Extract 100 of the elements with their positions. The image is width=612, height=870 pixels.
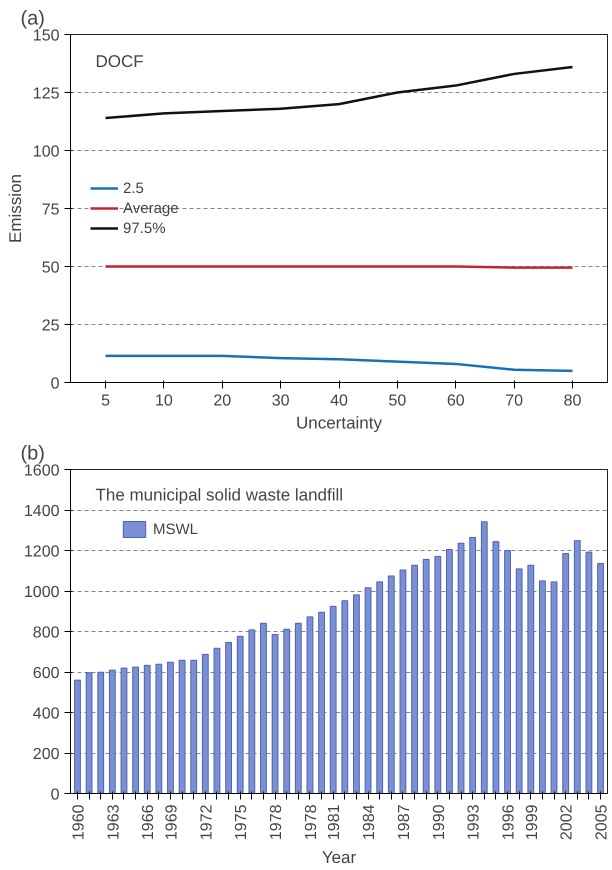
bar [411,564,418,794]
y-tick-label: 200 [32,746,60,763]
y-tick-label: 25 [42,318,60,334]
legend-label: Average [123,200,179,216]
bar [446,548,453,794]
x-tick-label: 2005 [594,804,611,840]
y-tick-label: 400 [32,706,60,722]
bar [330,606,337,794]
bar [272,634,278,794]
bar [480,521,488,794]
x-tick-label: 1975 [233,804,250,840]
y-tick-label: 1400 [24,503,60,520]
x-tick-label: 10 [154,392,173,410]
bar [294,622,302,794]
x-tick-label: 1999 [524,804,541,840]
bar [388,576,395,794]
x-tick-label: 1984 [361,804,378,840]
x-tick-label: 2002 [558,804,576,840]
x-tick-label: 60 [446,392,465,410]
line-series [104,354,574,372]
y-tick-label: 125 [32,86,60,102]
chart-title: (b) [20,442,45,464]
x-axis-title: Uncertainty [296,414,382,432]
y-tick-label: 0 [50,786,60,804]
x-tick-label: 1990 [430,804,448,840]
y-tick-label: 100 [32,144,60,160]
bar [260,622,267,794]
legend-label: 97.5% [123,220,166,236]
bar [597,562,604,794]
x-tick-label: 1978 [302,804,320,840]
y-tick-label: 0 [50,376,60,392]
bar [214,648,220,794]
bar [516,568,523,794]
y-tick-label: 600 [32,665,60,682]
bar [492,541,500,794]
x-tick-label: 40 [330,392,348,410]
bar [376,581,384,794]
bar [108,670,116,794]
bar [574,540,581,794]
bar [225,642,232,794]
x-tick-label: 1960 [70,804,88,840]
x-tick-label: 1981 [326,804,344,840]
bar [248,629,256,794]
x-axis-title: Year [322,848,357,868]
bar [422,558,430,794]
bar [469,537,476,794]
y-tick-label: 50 [42,260,60,276]
bar [97,672,104,794]
x-tick-label: 1978 [268,804,286,840]
bar [236,636,244,794]
bar [318,612,325,794]
bar [144,664,151,794]
x-tick-label: 1993 [466,804,483,840]
x-tick-label: 1972 [198,804,216,840]
bar [341,600,348,794]
y-tick-label: 75 [42,202,60,218]
y-tick-label: 150 [32,28,60,44]
bar [353,594,360,794]
bar [120,668,128,794]
x-tick-label: 1996 [500,804,518,840]
bar [190,660,198,794]
bar [585,552,592,794]
bar [458,542,464,794]
line-series [104,66,574,120]
x-tick-label: 70 [505,392,524,410]
x-tick-label: 1963 [105,804,122,840]
bar [539,580,546,794]
y-tick-label: 1000 [24,584,60,601]
bar [155,664,162,794]
bar [306,616,314,794]
x-tick-label: 80 [564,392,582,410]
y-tick-label: 800 [32,624,60,642]
bar [562,553,570,794]
bar [283,628,290,794]
bar [550,581,558,794]
bar [400,569,406,794]
legend-label: 2.5 [123,180,144,196]
y-tick-label: 1600 [24,462,60,480]
x-tick-label: 1966 [140,804,158,840]
bar [132,666,139,794]
bar [434,556,442,794]
x-tick-label: 1969 [163,804,180,840]
bar [74,680,81,794]
x-tick-label: 50 [388,392,406,410]
bar [86,672,93,794]
annotation: The municipal solid waste landfill [96,486,344,505]
bar [167,662,174,794]
x-tick-label: 30 [272,392,290,410]
annotation: DOCF [96,52,144,71]
x-tick-label: 5 [101,392,110,410]
legend-label: MSWL [153,520,198,538]
y-tick-label: 1200 [24,544,60,560]
bar [178,660,186,794]
bar [504,550,511,794]
y-axis-title: Emission [6,174,25,243]
chart-title: (a) [20,8,45,30]
bar [202,654,209,794]
bar [364,587,372,794]
x-tick-label: 1987 [396,804,413,840]
bar [527,564,534,794]
